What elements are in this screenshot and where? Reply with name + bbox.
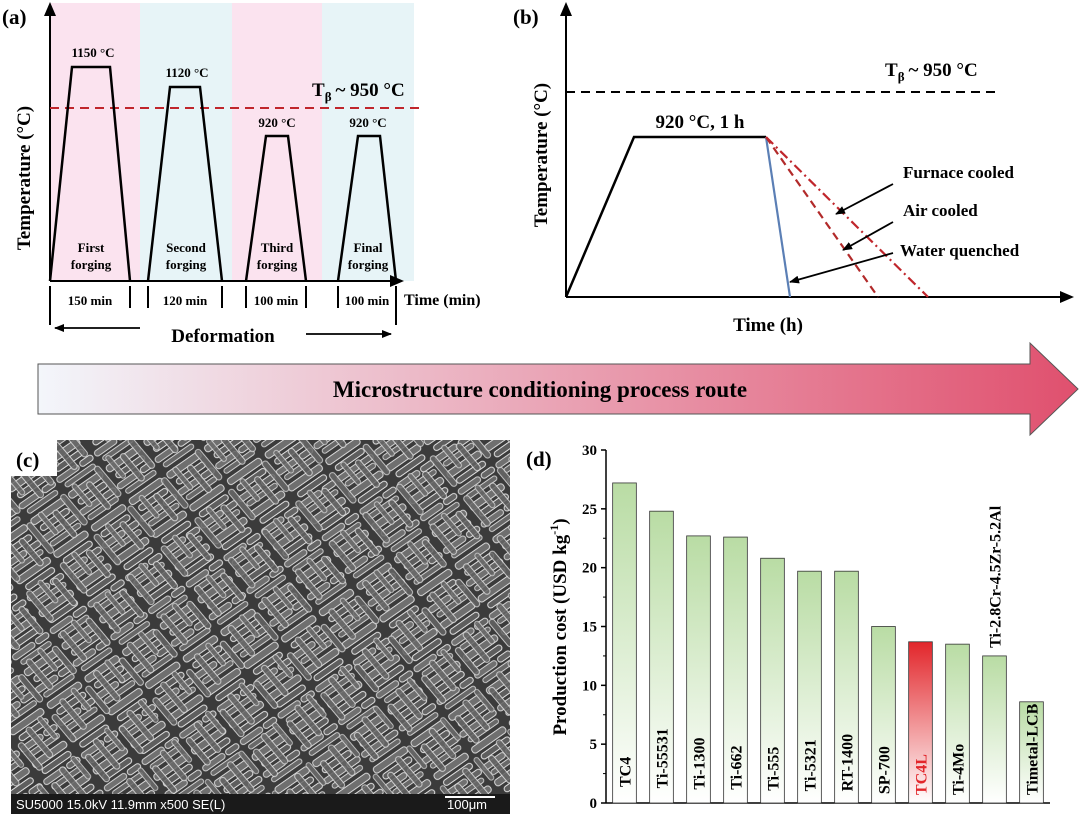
step-1-temp: 1150 °C	[71, 45, 114, 60]
banner-text: Microstructure conditioning process rout…	[333, 377, 747, 402]
hold-label: 920 °C, 1 h	[656, 112, 745, 133]
panel-c-label: (c)	[16, 448, 39, 472]
panel-a-y-arrowhead	[44, 2, 56, 16]
step-4-temp: 920 °C	[349, 115, 386, 130]
bar-label: Ti-555	[766, 747, 783, 791]
sem-scale-label: 100μm	[447, 797, 487, 812]
panel-b-label: (b)	[513, 5, 539, 29]
y-tick-label: 15	[582, 620, 597, 636]
y-tick-label: 25	[582, 502, 597, 518]
forging-step-2	[146, 85, 224, 282]
step-3-duration: 100 min	[254, 293, 299, 308]
duration-ticks	[49, 286, 397, 325]
panel-c-label-box	[11, 440, 57, 476]
furnace-pointer-arrow	[835, 183, 894, 215]
panel-c: (c) SU5000 15.0kV 11.9mm x500 SE(L) 100μ…	[11, 440, 510, 814]
cost-bar-chart: 0 5 10 15 20 25 30 TC4 Ti-55531 Ti-1300 Ti-662 Ti-5…	[582, 443, 1050, 812]
step-2-temp: 1120 °C	[165, 65, 208, 80]
bar-label: Ti-5321	[803, 739, 820, 791]
y-tick-label: 30	[582, 443, 597, 459]
bar-ti-5321	[797, 570, 822, 804]
step-2-name: Second forging	[166, 240, 207, 272]
panel-a-tbeta: Tβ ~ 950 °C	[312, 80, 405, 104]
panel-a: (a) Temperature (°C) Time (min) Tβ ~ 950 …	[2, 2, 481, 347]
forging-step-1	[48, 65, 132, 282]
bar-ti-55531	[649, 510, 674, 804]
bar-label: TC4	[618, 757, 635, 787]
bar-label: Ti-1300	[692, 737, 709, 789]
y-tick-label: 10	[582, 678, 597, 694]
panel-a-x-arrowhead	[390, 275, 404, 287]
panel-b-ylabel: Temperature (°C)	[531, 83, 552, 227]
forging-step-3	[244, 134, 308, 282]
step-4-name: Final forging	[348, 240, 389, 272]
y-tick-label: 0	[590, 796, 598, 812]
panel-a-ylabel: Temperature (°C)	[14, 106, 35, 250]
panel-d-ylabel: Production cost (USD kg-1)	[547, 518, 571, 735]
panel-b-y-arrowhead	[560, 2, 572, 16]
forging-step-4	[336, 134, 398, 282]
process-route-banner: Microstructure conditioning process rout…	[37, 341, 1079, 437]
bar-ti-1300	[686, 535, 711, 804]
step-1-duration: 150 min	[68, 293, 113, 308]
bar-label: Ti-2.8Cr-4.5Zr-5.2Al	[988, 505, 1005, 648]
bar-ti-662	[723, 536, 748, 804]
bar-ti-2-8cr-4-5zr-5-2al	[982, 655, 1007, 804]
bar-tc4	[612, 482, 637, 804]
bar-label: Ti-55531	[655, 728, 672, 788]
step-3-name: Third forging	[257, 240, 298, 272]
panel-d: (d) Production cost (USD kg-1) 0 5 10 15 20 2…	[526, 443, 1050, 812]
furnace-cool-curve	[765, 136, 929, 298]
bar-label: SP-700	[877, 746, 894, 794]
bar-ti-555	[760, 557, 785, 804]
y-tick-label: 20	[582, 561, 597, 577]
bar-label: Ti-4Mo	[951, 744, 968, 795]
bar-timetal-lcb	[1019, 701, 1044, 804]
sem-info-bar	[11, 794, 510, 814]
panel-a-xlabel: Time (min)	[404, 292, 481, 309]
banner-arrow	[37, 341, 1079, 437]
band-final	[322, 3, 414, 281]
panel-d-label: (d)	[526, 447, 552, 471]
bar-tc4l	[908, 641, 933, 804]
bar-label: Ti-662	[729, 746, 746, 790]
heat-treatment-profile	[564, 135, 766, 298]
bar-rt-1400	[834, 570, 859, 804]
y-tick-label: 5	[590, 737, 598, 753]
panel-b-tbeta: Tβ ~ 950 °C	[885, 60, 978, 84]
step-4-duration: 100 min	[345, 293, 390, 308]
bar-ti-4mo	[945, 643, 970, 804]
panel-b: (b) Temperature (°C) Time (h) Tβ ~ 950 °C…	[513, 2, 1074, 336]
air-pointer-arrow	[842, 221, 894, 251]
water-quench-curve	[764, 136, 792, 298]
panel-b-xlabel: Time (h)	[733, 315, 803, 336]
bar-label: TC4L	[914, 754, 931, 795]
panel-a-label: (a)	[2, 5, 27, 29]
band-third	[232, 3, 322, 281]
step-3-temp: 920 °C	[258, 115, 295, 130]
water-pointer-arrow	[789, 252, 894, 284]
furnace-cooled-label: Furnace cooled	[903, 163, 1014, 182]
step-1-name: First forging	[71, 240, 112, 272]
sem-info: SU5000 15.0kV 11.9mm x500 SE(L)	[16, 797, 225, 812]
bar-label: Timetal-LCB	[1025, 703, 1042, 795]
water-quenched-label: Water quenched	[900, 241, 1020, 260]
air-cool-curve	[765, 136, 879, 298]
panel-b-x-arrowhead	[1060, 291, 1074, 303]
bar-sp-700	[871, 626, 896, 804]
sem-image-overlay	[11, 440, 510, 814]
step-2-duration: 120 min	[163, 293, 208, 308]
air-cooled-label: Air cooled	[903, 201, 978, 220]
deformation-label: Deformation	[171, 326, 275, 347]
bar-label: RT-1400	[840, 734, 857, 792]
